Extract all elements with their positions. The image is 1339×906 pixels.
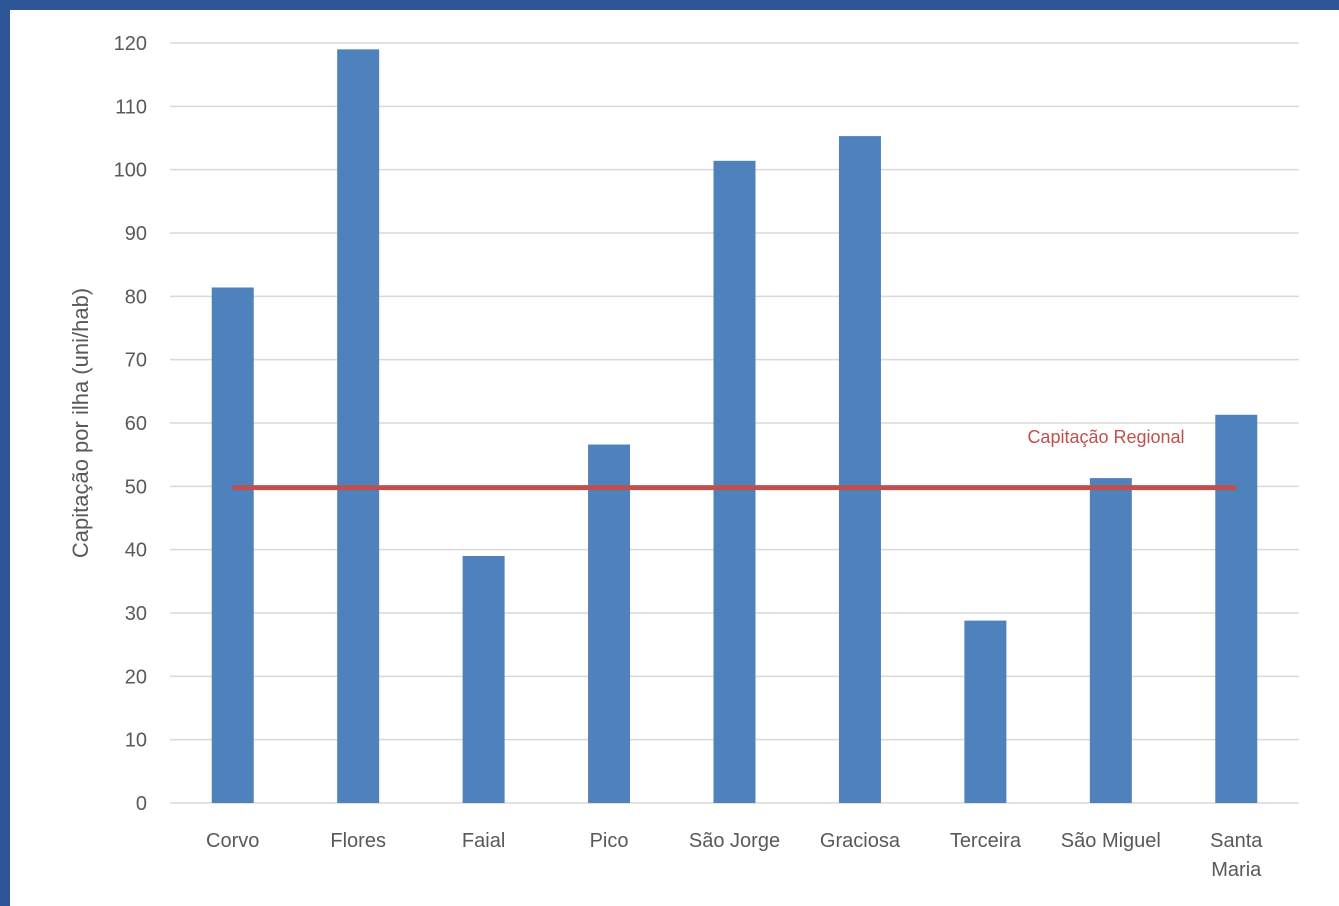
y-tick-label: 120 (114, 33, 147, 55)
reference-line-label: Capitação Regional (1027, 427, 1184, 447)
y-tick-label: 60 (125, 413, 147, 435)
x-tick-label: Flores (330, 830, 386, 852)
y-axis-ticks: 0 10 20 30 40 50 60 70 80 90 100 110 120 (114, 33, 147, 815)
bar-flores (337, 49, 380, 804)
y-tick-label: 40 (125, 540, 147, 562)
y-axis-title: Capitação por ilha (uni/hab) (68, 288, 93, 558)
y-tick-label: 70 (125, 350, 147, 372)
y-tick-label: 30 (125, 603, 147, 625)
y-tick-label: 90 (125, 223, 147, 245)
y-tick-label: 50 (125, 476, 147, 498)
bar-corvo (211, 287, 254, 803)
y-tick-label: 100 (114, 160, 147, 182)
x-tick-label: Terceira (950, 830, 1022, 852)
bar-graciosa (838, 136, 881, 804)
x-tick-label: Faial (462, 830, 505, 852)
bar-pico (588, 444, 631, 803)
bar-são-miguel (1089, 478, 1132, 803)
bars (211, 49, 1258, 804)
y-tick-label: 20 (125, 666, 147, 688)
y-tick-label: 110 (115, 96, 147, 118)
x-tick-label: São Jorge (689, 830, 780, 852)
y-tick-label: 0 (136, 793, 147, 815)
x-tick-label: Santa Maria (1210, 830, 1263, 881)
bar-são-jorge (713, 160, 756, 804)
bar-faial (462, 556, 505, 803)
y-tick-label: 10 (125, 730, 147, 752)
x-axis-ticks: Corvo Flores Faial Pico São Jorge Graciosa Ter… (206, 830, 1263, 881)
x-tick-label: Graciosa (820, 830, 901, 852)
y-tick-label: 80 (125, 286, 147, 308)
reference-line-group: Capitação Regional (232, 427, 1237, 491)
x-tick-label: São Miguel (1061, 830, 1161, 852)
x-tick-label: Pico (590, 830, 629, 852)
bar-santa-maria (1215, 414, 1258, 803)
x-tick-label: Corvo (206, 830, 259, 852)
bar-terceira (964, 620, 1007, 803)
